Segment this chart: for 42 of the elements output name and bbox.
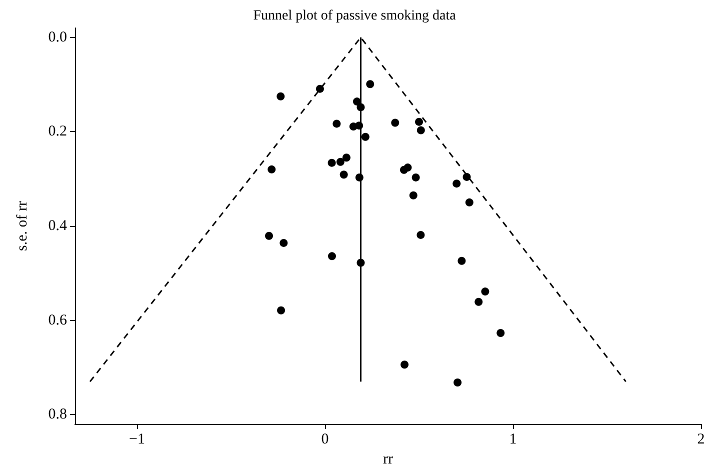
- point: [416, 126, 425, 134]
- point: [340, 170, 348, 179]
- x-axis-title: rr: [383, 452, 393, 468]
- point: [481, 288, 490, 296]
- x-tick-label: 1: [509, 432, 517, 448]
- y-tick-label: 0.2: [48, 124, 67, 140]
- point: [328, 158, 336, 167]
- point: [277, 306, 286, 314]
- point: [409, 191, 418, 200]
- point: [415, 118, 424, 126]
- point: [328, 252, 336, 260]
- point: [496, 329, 505, 338]
- point: [336, 158, 344, 166]
- point: [465, 198, 474, 206]
- point: [361, 132, 370, 141]
- point: [412, 173, 420, 182]
- point: [474, 298, 483, 306]
- x-tick-label: 0: [321, 432, 329, 448]
- point: [462, 172, 471, 181]
- point: [280, 238, 288, 247]
- point: [316, 84, 324, 93]
- y-tick-label: 0.6: [48, 312, 68, 328]
- point: [404, 164, 412, 172]
- point: [332, 120, 341, 128]
- point: [452, 180, 461, 188]
- point: [268, 165, 276, 174]
- point: [366, 80, 374, 88]
- x-tick-label: 2: [697, 432, 705, 448]
- y-tick-label: 0.0: [48, 29, 67, 46]
- chart-title: Funnel plot of passive smoking data: [253, 8, 457, 24]
- point: [276, 92, 285, 100]
- x-tick-label: −1: [129, 432, 146, 448]
- point: [454, 378, 462, 387]
- point: [458, 256, 466, 265]
- y-tick-label: 0.4: [48, 218, 68, 234]
- point: [400, 360, 409, 369]
- point: [342, 154, 350, 162]
- y-tick-label: 0.8: [48, 406, 67, 423]
- point: [265, 232, 274, 240]
- y-axis-title: s.e. of rr: [14, 201, 30, 251]
- point: [391, 118, 400, 127]
- point: [416, 230, 425, 239]
